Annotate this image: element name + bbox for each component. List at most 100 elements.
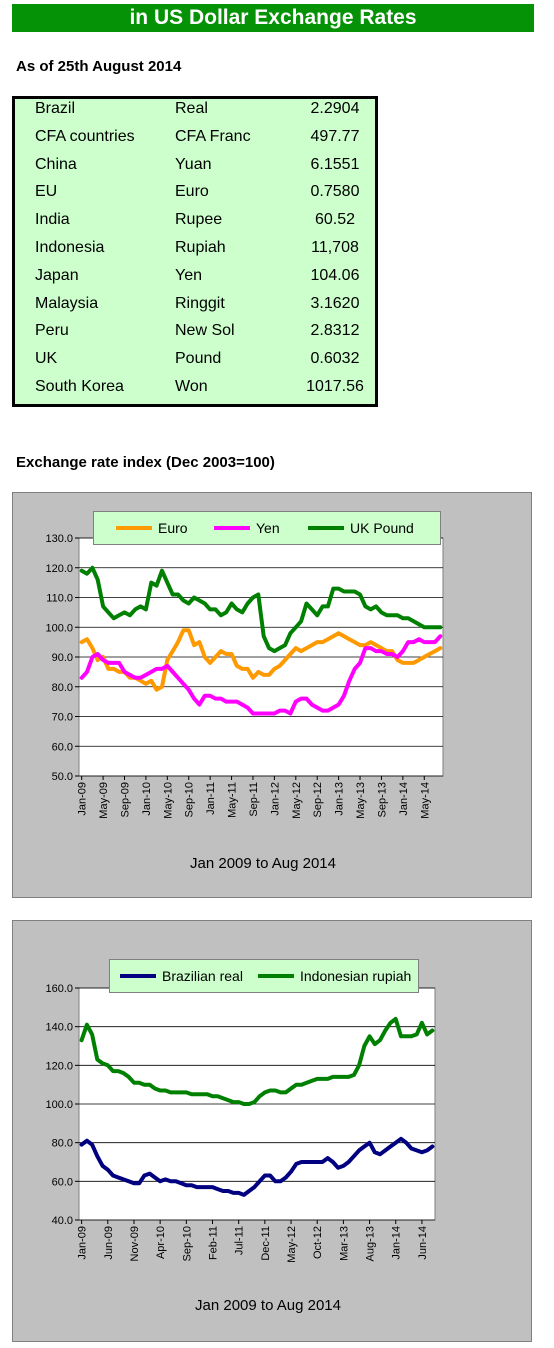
x-tick-label: Jun-09 xyxy=(103,1226,115,1260)
x-tick-label: Sep-10 xyxy=(184,782,196,817)
x-tick-label: Jan-14 xyxy=(391,1226,403,1260)
rate-row: South Korea Won 1017.56 xyxy=(15,378,375,406)
x-tick-label: Jan-10 xyxy=(141,782,153,816)
rate-value-cell: 11,708 xyxy=(311,239,359,256)
rate-value-cell: 2.8312 xyxy=(310,322,360,340)
y-tick-label: 100.0 xyxy=(45,622,73,634)
legend-label: UK Pound xyxy=(350,520,414,536)
country-cell: South Korea xyxy=(35,378,124,395)
x-tick-label: May-09 xyxy=(98,782,110,819)
page-title: in US Dollar Exchange Rates xyxy=(12,4,534,32)
as-of-date: As of 25th August 2014 xyxy=(16,58,182,75)
x-axis-caption: Jan 2009 to Aug 2014 xyxy=(195,1297,341,1314)
country-cell: Indonesia xyxy=(35,239,105,256)
x-tick-label: May-14 xyxy=(419,782,431,819)
series-line-indonesian-rupiah xyxy=(79,1016,435,1106)
y-tick-label: 60.0 xyxy=(52,741,73,753)
y-tick-label: 50.0 xyxy=(52,771,73,783)
x-tick-label: May-12 xyxy=(286,1226,298,1263)
legend-label: Euro xyxy=(158,520,188,536)
y-tick-label: 90.0 xyxy=(52,652,73,664)
y-tick-label: 60.0 xyxy=(52,1176,73,1188)
rate-row: Malaysia Ringgit 3.1620 xyxy=(15,295,375,323)
rate-row: CFA countries CFA Franc 497.77 xyxy=(15,128,375,156)
rate-row: EU Euro 0.7580 xyxy=(15,183,375,211)
legend-swatch xyxy=(116,526,152,530)
country-cell: China xyxy=(35,155,77,173)
rate-value-cell: 3.1620 xyxy=(310,294,360,312)
rate-value-cell: 497.77 xyxy=(310,127,360,145)
legend-label: Yen xyxy=(256,520,280,536)
country-cell: EU xyxy=(35,183,58,201)
chart-legend: Euro Yen UK Pound xyxy=(93,511,441,545)
x-tick-label: Oct-12 xyxy=(312,1226,324,1259)
legend-item: Brazilian real xyxy=(120,960,243,992)
rate-value-cell: 1017.56 xyxy=(306,378,364,395)
y-tick-label: 130.0 xyxy=(45,533,73,545)
currency-cell: Real xyxy=(175,100,208,117)
x-tick-label: Apr-10 xyxy=(155,1226,167,1259)
x-tick-label: Jan-12 xyxy=(269,782,281,816)
rate-value-cell: 6.1551 xyxy=(310,155,360,173)
legend-swatch xyxy=(308,526,344,530)
country-cell: UK xyxy=(35,350,58,368)
x-tick-label: Feb-11 xyxy=(208,1226,220,1260)
x-tick-label: Sep-13 xyxy=(376,782,388,817)
legend-swatch xyxy=(214,526,250,530)
chart-panel-index: 50.0 60.0 70.0 80.0 90.0 100.0 110.0 120.0 130.0… xyxy=(12,492,532,898)
x-tick-label: May-10 xyxy=(162,782,174,819)
y-tick-label: 40.0 xyxy=(52,1215,73,1227)
y-tick-label: 80.0 xyxy=(52,682,73,694)
currency-cell: Pound xyxy=(175,350,222,368)
country-cell: Brazil xyxy=(35,100,76,117)
rate-row: Brazil Real 2.2904 xyxy=(15,100,375,128)
currency-cell: CFA Franc xyxy=(175,127,251,145)
rate-row: India Rupee 60.52 xyxy=(15,211,375,239)
series-line-yen xyxy=(79,634,443,716)
exchange-index-chart: 50.0 60.0 70.0 80.0 90.0 100.0 110.0 120.0 130.0… xyxy=(45,533,444,819)
currency-cell: Yen xyxy=(175,266,202,284)
country-cell: Malaysia xyxy=(35,294,99,312)
y-tick-label: 140.0 xyxy=(45,1022,73,1034)
rate-value-cell: 60.52 xyxy=(314,211,356,229)
x-tick-label: Sep-09 xyxy=(120,782,132,817)
y-tick-label: 120.0 xyxy=(45,563,73,575)
rate-row: UK Pound 0.6032 xyxy=(15,350,375,378)
rate-value-cell: 104.06 xyxy=(310,266,360,284)
legend-label: Brazilian real xyxy=(162,968,243,984)
x-tick-label: Jan-09 xyxy=(77,782,89,816)
country-cell: Peru xyxy=(35,322,69,340)
series-line-brazilian-real xyxy=(79,1136,435,1197)
x-tick-label: Dec-11 xyxy=(260,1226,272,1261)
chart-panel-real-rupiah: 40.0 60.0 80.0 100.0 120.0 140.0 160.0 Jan-09 Ju… xyxy=(12,920,532,1342)
x-tick-label: May-12 xyxy=(291,782,303,819)
real-rupiah-chart: 40.0 60.0 80.0 100.0 120.0 140.0 160.0 Jan-09 Ju… xyxy=(45,983,436,1263)
y-tick-label: 160.0 xyxy=(45,983,73,995)
legend-item: UK Pound xyxy=(308,512,414,544)
y-tick-label: 120.0 xyxy=(45,1060,73,1072)
rate-row: Japan Yen 104.06 xyxy=(15,267,375,295)
country-cell: Japan xyxy=(35,266,79,284)
x-tick-label: Jan-14 xyxy=(398,782,410,816)
legend-label: Indonesian rupiah xyxy=(300,968,412,984)
currency-cell: New Sol xyxy=(175,322,235,340)
x-tick-label: Sep-11 xyxy=(248,782,260,817)
legend-item: Euro xyxy=(116,512,188,544)
rate-row: Peru New Sol 2.8312 xyxy=(15,322,375,350)
country-cell: CFA countries xyxy=(35,127,135,145)
x-tick-label: Mar-13 xyxy=(338,1226,350,1261)
series-line-uk-pound xyxy=(79,565,443,654)
x-tick-label: Jul-11 xyxy=(234,1226,246,1255)
section-title: Exchange rate index (Dec 2003=100) xyxy=(16,454,275,471)
y-tick-label: 80.0 xyxy=(52,1138,73,1150)
rate-row: Indonesia Rupiah 11,708 xyxy=(15,239,375,267)
y-tick-label: 100.0 xyxy=(45,1099,73,1111)
x-tick-label: May-11 xyxy=(227,782,239,818)
x-tick-label: Aug-13 xyxy=(365,1226,377,1261)
currency-cell: Won xyxy=(175,378,208,395)
currency-cell: Euro xyxy=(175,183,209,201)
legend-swatch xyxy=(120,974,156,978)
legend-swatch xyxy=(258,974,294,978)
y-tick-label: 70.0 xyxy=(52,712,73,724)
x-tick-label: Sep-10 xyxy=(181,1226,193,1261)
